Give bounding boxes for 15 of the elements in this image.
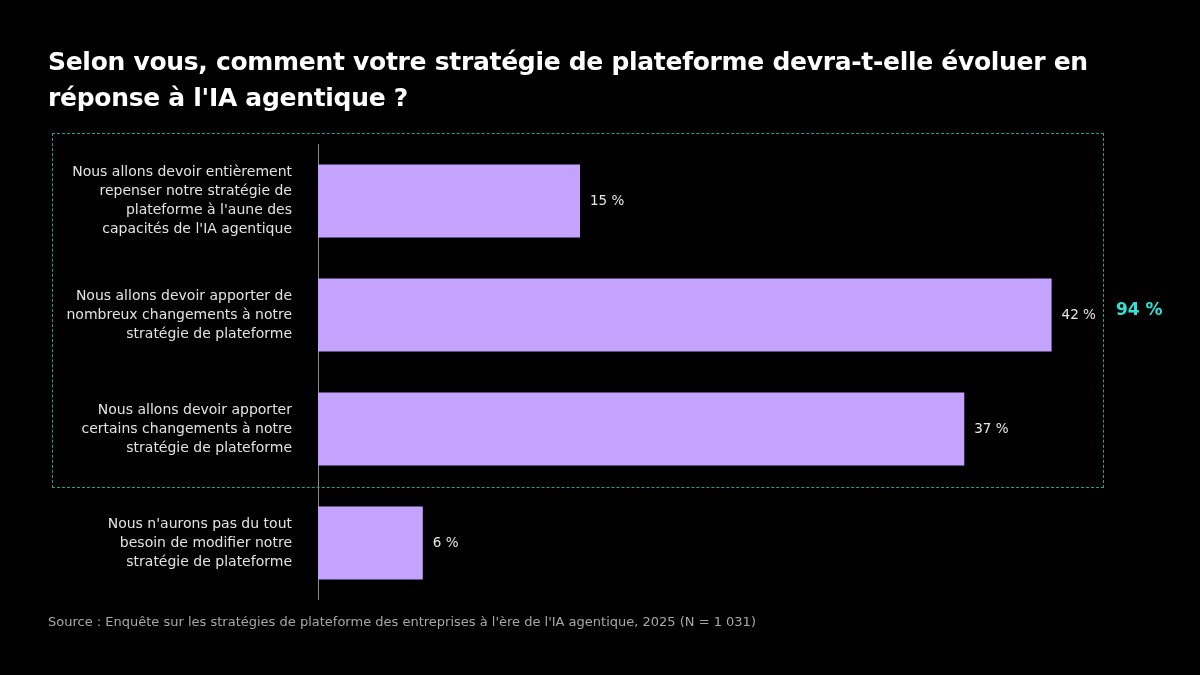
y-tick-label: Nous n'aurons pas du tout besoin de modifier notre stratégie de plateforme [107,514,293,569]
chart-title: Selon vous, comment votre stratégie de plateforme devra-t-elle évoluer en réponse à l'IA agentique ? [48,46,1089,114]
data-label: 15 % [590,191,625,208]
bar [318,392,965,466]
bar [318,164,580,238]
y-tick-label: Nous allons devoir entièrement repenser notre stratégie de plateforme à l'aune des capacités de l'IA agentique [72,163,293,237]
data-label: 6 % [432,533,459,550]
y-tick-label: Nous allons devoir apporter certains changements à notre stratégie de plateforme [81,400,293,455]
source-note: Source : Enquête sur les stratégies de plateforme des entreprises à l'ère de l'IA agentique, 2025 (N = 1 031) [48,613,756,631]
data-label: 42 % [1061,305,1097,322]
y-tick-label: Nous allons devoir apporter de nombreux changements à notre stratégie de plateforme [66,286,292,341]
bar [318,278,1052,352]
bar [318,506,423,580]
text: 94 % [1116,298,1163,319]
data-label: 37 % [974,419,1009,436]
